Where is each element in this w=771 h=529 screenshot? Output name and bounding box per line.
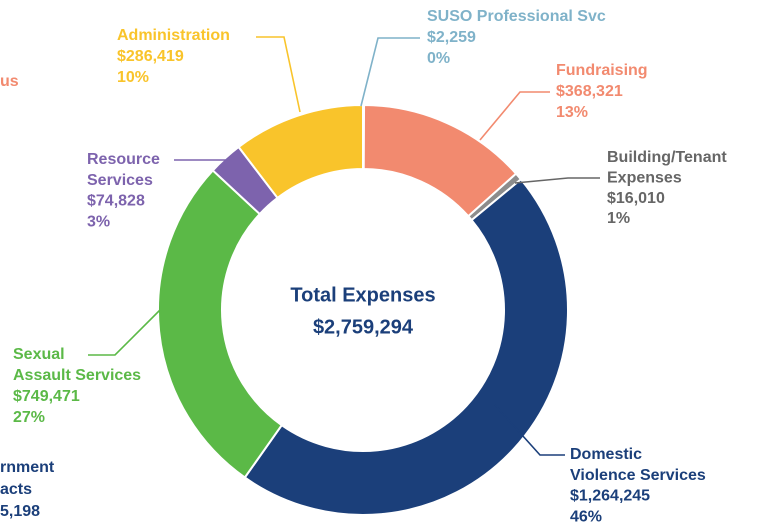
percent-label: 27% [13, 409, 45, 426]
leader-line [494, 404, 565, 456]
percent-label: 1% [607, 210, 630, 227]
slice [237, 103, 364, 200]
leader-line [360, 37, 420, 107]
leader-line [88, 309, 161, 356]
value-label: $74,828 [87, 193, 145, 210]
leader-line [479, 91, 550, 141]
value-label: $286,419 [117, 48, 184, 65]
cropped-text: 5,198 [0, 503, 40, 520]
slice-label: Violence Services [570, 467, 706, 484]
slice-label: Resource [87, 151, 160, 168]
center-title: Total Expenses [290, 284, 435, 306]
value-label: $2,259 [427, 29, 476, 46]
slice-label: Building/Tenant [607, 149, 727, 166]
cropped-text: rnment [0, 459, 55, 476]
percent-label: 13% [556, 104, 588, 121]
percent-label: 46% [570, 508, 602, 525]
slice-label: Assault Services [13, 367, 141, 384]
percent-label: 0% [427, 50, 450, 67]
percent-label: 3% [87, 213, 110, 230]
slice-label: Expenses [607, 170, 682, 187]
slice-label: Domestic [570, 446, 642, 463]
percent-label: 10% [117, 69, 149, 86]
value-label: $16,010 [607, 190, 665, 207]
leader-line [514, 177, 600, 184]
slice-label: SUSO Professional Svc [427, 8, 606, 25]
value-label: $749,471 [13, 388, 80, 405]
donut [157, 103, 570, 516]
slice-label: Sexual [13, 346, 65, 363]
cropped-text: us [0, 73, 19, 90]
center-total: $2,759,294 [313, 316, 414, 338]
cropped-text: acts [0, 481, 32, 498]
slice-label: Services [87, 172, 153, 189]
slice-label: Fundraising [556, 62, 648, 79]
value-label: $368,321 [556, 83, 623, 100]
value-label: $1,264,245 [570, 488, 650, 505]
leader-line [256, 36, 301, 113]
slice [157, 169, 284, 479]
slice-label: Administration [117, 27, 230, 44]
slice [243, 177, 570, 516]
